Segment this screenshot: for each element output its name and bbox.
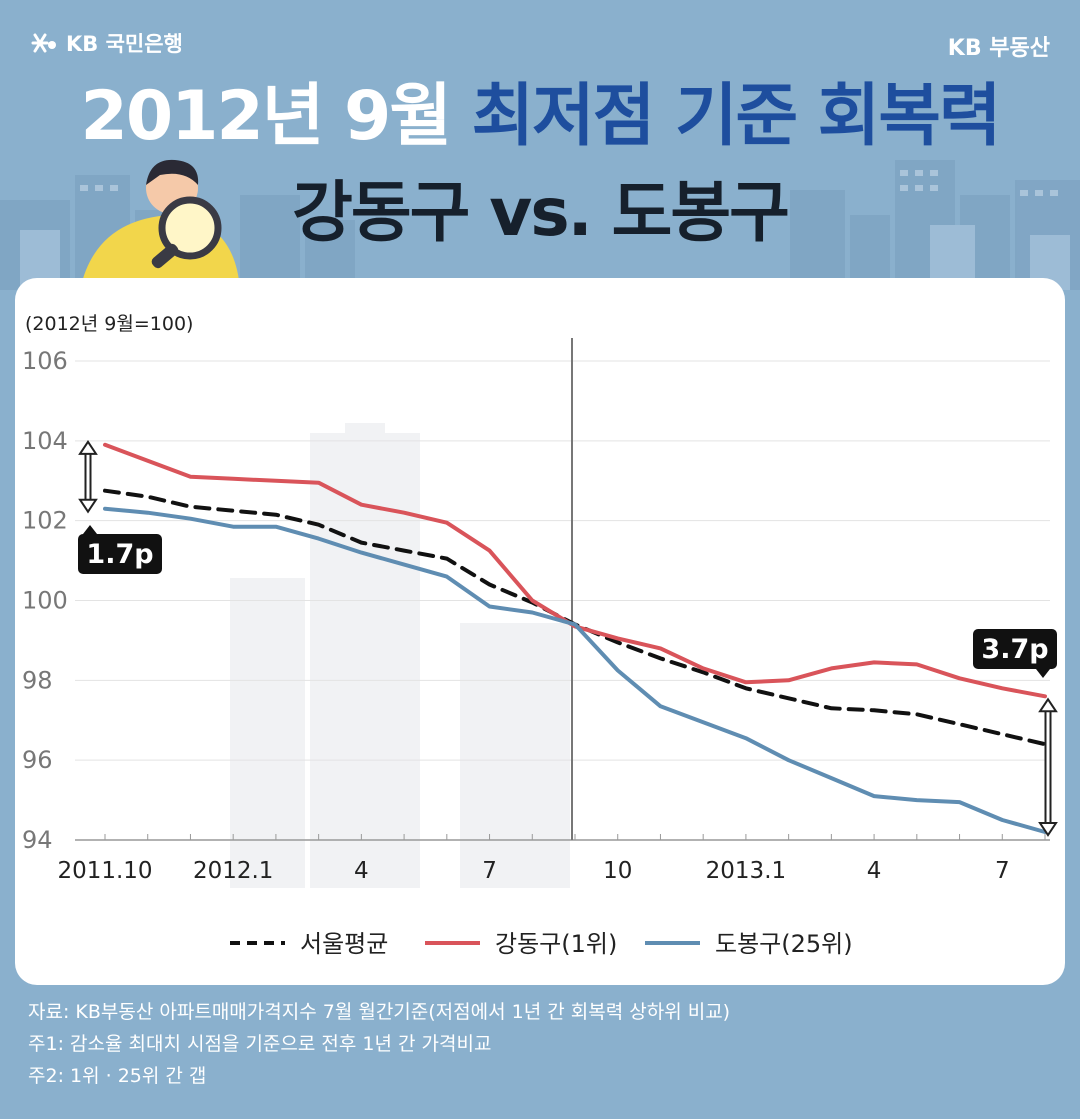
double-arrow-icon <box>1038 697 1058 837</box>
x-tick-label: 2011.10 <box>57 858 152 884</box>
line-chart: 94 96 98 100 102 104 106 2011.10 2012.1 4 7 10 2013.… <box>22 313 1058 958</box>
note-2: 주2: 1위 · 25위 간 갭 <box>28 1065 207 1087</box>
note-1: 주1: 감소율 최대치 시점을 기준으로 전후 1년 간 가격비교 <box>28 1033 492 1055</box>
chart-card: 94 96 98 100 102 104 106 2011.10 2012.1 4 7 10 2013.… <box>15 278 1065 985</box>
kb-star-logo-icon <box>31 33 56 53</box>
title-date: 2012년 9월 <box>80 77 452 156</box>
legend-label: 강동구(1위) <box>495 930 617 958</box>
x-tick-label: 4 <box>354 858 369 884</box>
gap-label: 3.7p <box>981 634 1048 665</box>
x-tick-label: 7 <box>995 858 1010 884</box>
footnotes: 자료: KB부동산 아파트매매가격지수 7월 월간기준(저점에서 1년 간 회복… <box>28 996 730 1092</box>
legend-item: 도봉구(25위) <box>645 930 853 958</box>
gap-badge-end: 3.7p <box>973 629 1057 678</box>
kb-bank-logo: KB 국민은행 <box>30 28 183 58</box>
building-backdrop <box>230 423 570 888</box>
page-title-line1: 2012년 9월 최저점 기준 회복력 <box>0 72 1080 162</box>
y-axis-unit-label: (2012년 9월=100) <box>25 313 193 335</box>
gap-badge-start: 1.7p <box>78 525 162 574</box>
bank-logo-text: KB 국민은행 <box>66 32 183 56</box>
legend-label: 서울평균 <box>300 930 388 958</box>
x-tick-label: 4 <box>867 858 882 884</box>
x-tick-label: 7 <box>482 858 497 884</box>
legend-label: 도봉구(25위) <box>715 930 853 958</box>
legend-item: 강동구(1위) <box>425 930 617 958</box>
gap-label: 1.7p <box>86 539 153 570</box>
series-line-2 <box>103 506 1047 834</box>
title-topic: 최저점 기준 회복력 <box>471 77 1002 156</box>
y-tick-label: 94 <box>22 826 53 854</box>
y-tick-label: 100 <box>22 587 68 615</box>
y-tick-label: 102 <box>22 507 68 535</box>
y-tick-label: 104 <box>22 427 68 455</box>
kb-real-estate-brand: KB 부동산 <box>947 36 1050 61</box>
legend-item: 서울평균 <box>230 930 388 958</box>
y-tick-label: 106 <box>22 347 68 375</box>
double-arrow-icon <box>78 440 98 514</box>
x-tick-label: 2012.1 <box>193 858 273 884</box>
magnifier-person-illustration <box>80 159 240 290</box>
y-tick-label: 98 <box>22 666 53 694</box>
x-tick-label: 2013.1 <box>706 858 786 884</box>
note-source: 자료: KB부동산 아파트매매가격지수 7월 월간기준(저점에서 1년 간 회복… <box>28 1001 731 1023</box>
page-title-line2: 강동구 vs. 도봉구 <box>292 174 790 251</box>
y-tick-label: 96 <box>22 746 53 774</box>
x-tick-label: 10 <box>603 858 632 884</box>
